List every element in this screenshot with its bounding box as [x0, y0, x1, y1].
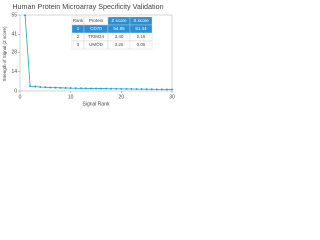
data-point: [89, 87, 92, 90]
data-point: [69, 87, 72, 90]
data-point: [140, 88, 143, 91]
table-cell-text: CD70: [90, 26, 102, 31]
data-point: [165, 88, 168, 91]
page: Human Protein Microarray Specificity Val…: [0, 0, 320, 109]
chart: Human Protein Microarray Specificity Val…: [2, 2, 175, 107]
data-point: [135, 88, 138, 91]
data-point: [74, 87, 77, 90]
x-tick-label: 20: [119, 94, 125, 100]
table-cell-text: 51.44: [135, 26, 147, 31]
data-point: [59, 86, 62, 89]
y-tick-label: 55: [11, 12, 17, 18]
table-header: Z score: [111, 18, 127, 23]
data-point: [110, 87, 113, 90]
data-point: [44, 86, 47, 89]
y-tick-label: 0: [14, 88, 17, 94]
data-point: [100, 87, 103, 90]
data-point: [150, 88, 153, 91]
x-axis-label: Signal Rank: [83, 101, 110, 107]
data-point: [105, 87, 108, 90]
data-point: [79, 87, 82, 90]
data-point: [54, 86, 57, 89]
data-point: [95, 87, 97, 90]
table-cell: [129, 40, 153, 50]
table-cell-text: 3: [77, 42, 80, 47]
x-tick-label: 10: [68, 94, 74, 100]
data-point: [34, 85, 37, 88]
table-header: S score: [133, 18, 149, 23]
table-header: Rank: [73, 18, 84, 23]
table-cell-text: 2.15: [137, 34, 146, 39]
data-point: [29, 85, 32, 88]
data-point: [171, 88, 173, 91]
table-cell-text: UMOD: [89, 42, 103, 47]
x-tick-label: 0: [19, 94, 22, 100]
table-cell-text: 2: [77, 34, 80, 39]
data-point: [49, 86, 52, 89]
data-point: [160, 88, 163, 91]
table-cell-text: 0.05: [137, 42, 146, 47]
data-point: [115, 87, 118, 90]
table-cell-text: 3.25: [115, 42, 124, 47]
data-point: [125, 87, 128, 90]
data-point: [155, 88, 158, 91]
table-cell-text: TRIM24: [88, 34, 105, 39]
table-cell-text: 54.85: [113, 26, 125, 31]
table-header: Protein: [89, 18, 104, 23]
data-point: [120, 87, 123, 90]
table-cell-text: 3.40: [115, 34, 124, 39]
x-tick-label: 30: [169, 94, 175, 100]
data-point: [84, 87, 87, 90]
y-tick-label: 14: [11, 69, 17, 75]
y-axis-label: Strength of Signal (Z score): [2, 26, 7, 82]
chart-title: Human Protein Microarray Specificity Val…: [12, 2, 163, 11]
y-tick-label: 28: [11, 50, 17, 56]
data-point: [130, 87, 133, 90]
table-cell-text: 1: [77, 26, 80, 31]
data-point: [39, 85, 42, 88]
y-tick-label: 41: [11, 32, 17, 38]
data-point: [64, 86, 67, 89]
data-point: [24, 14, 27, 17]
plot-frame: [19, 14, 173, 92]
data-point: [145, 88, 148, 91]
